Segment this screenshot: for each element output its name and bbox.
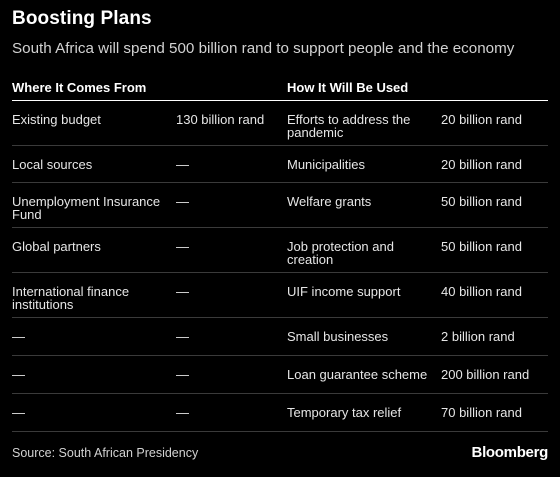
table-row: Existing budget 130 billion rand Efforts… <box>12 101 548 146</box>
use-cell: Welfare grants <box>287 194 372 209</box>
source-cell: Global partners <box>12 239 101 254</box>
column-header-use: How It Will Be Used <box>287 80 409 95</box>
source-amount-cell: — <box>176 194 189 209</box>
page-title: Boosting Plans <box>12 8 152 29</box>
table-row: Unemployment Insurance Fund — Welfare gr… <box>12 183 548 228</box>
source-cell: Unemployment Insurance Fund <box>12 194 161 222</box>
source-amount-cell: — <box>176 239 189 254</box>
table-row: Global partners — Job protection and cre… <box>12 228 548 273</box>
source-amount-cell: 130 billion rand <box>176 112 265 127</box>
bloomberg-logo: Bloomberg <box>471 444 549 461</box>
use-cell: Small businesses <box>287 329 389 344</box>
use-amount-cell: 40 billion rand <box>441 284 522 299</box>
use-amount-cell: 70 billion rand <box>441 405 522 420</box>
page-subtitle: South Africa will spend 500 billion rand… <box>12 40 515 57</box>
use-amount-cell: 20 billion rand <box>441 112 522 127</box>
table-row: — — Temporary tax relief 70 billion rand <box>12 394 548 432</box>
use-amount-cell: 2 billion rand <box>441 329 515 344</box>
use-cell: Municipalities <box>287 157 366 172</box>
column-header-source: Where It Comes From <box>12 80 147 95</box>
use-cell: UIF income support <box>287 284 401 299</box>
source-amount-cell: — <box>176 157 189 172</box>
use-amount-cell: 20 billion rand <box>441 157 522 172</box>
source-cell: — <box>12 405 25 420</box>
source-amount-cell: — <box>176 405 189 420</box>
table-row: — — Small businesses 2 billion rand <box>12 318 548 356</box>
use-cell: Job protection and creation <box>287 239 394 267</box>
use-amount-cell: 50 billion rand <box>441 194 522 209</box>
source-amount-cell: — <box>176 367 189 382</box>
source-amount-cell: — <box>176 329 189 344</box>
source-cell: International finance institutions <box>12 284 130 312</box>
table-row: — — Loan guarantee scheme 200 billion ra… <box>12 356 548 394</box>
funding-table: Where It Comes From How It Will Be Used … <box>12 74 548 432</box>
source-cell: Local sources <box>12 157 93 172</box>
source-cell: — <box>12 367 25 382</box>
table-header: Where It Comes From How It Will Be Used <box>12 74 548 101</box>
use-cell: Efforts to address the pandemic <box>287 112 411 140</box>
source-cell: Existing budget <box>12 112 101 127</box>
source-amount-cell: — <box>176 284 189 299</box>
use-cell: Temporary tax relief <box>287 405 402 420</box>
table-row: International finance institutions — UIF… <box>12 273 548 318</box>
use-amount-cell: 50 billion rand <box>441 239 522 254</box>
table-row: Local sources — Municipalities 20 billio… <box>12 146 548 183</box>
source-cell: — <box>12 329 25 344</box>
source-note: Source: South African Presidency <box>12 446 199 460</box>
use-cell: Loan guarantee scheme <box>287 367 428 382</box>
use-amount-cell: 200 billion rand <box>441 367 530 382</box>
